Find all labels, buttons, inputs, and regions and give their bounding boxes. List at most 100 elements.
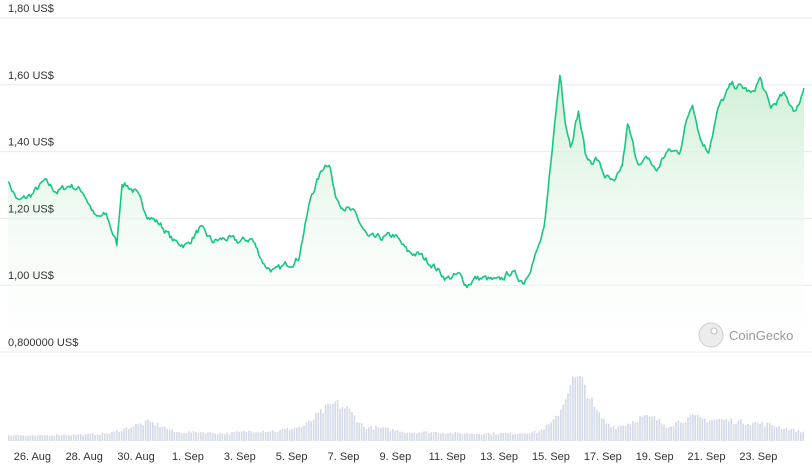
y-tick-label: 1,00 US$: [8, 270, 54, 282]
volume-bar: [341, 406, 344, 441]
volume-bar: [634, 422, 636, 441]
volume-bar: [502, 433, 504, 441]
volume-bar: [168, 429, 171, 441]
volume-bar: [533, 431, 536, 441]
volume-bar: [377, 427, 380, 441]
volume-bar: [548, 424, 550, 441]
volume-bar: [298, 426, 300, 441]
volume-bar: [682, 423, 684, 441]
volume-bar: [332, 404, 334, 441]
volume-bar: [701, 418, 704, 441]
volume-bar: [624, 425, 627, 441]
volume-bar: [334, 401, 336, 441]
volume-bar: [788, 430, 790, 441]
volume-bar: [89, 433, 92, 441]
volume-bar: [125, 427, 128, 441]
volume-bar: [519, 433, 521, 441]
volume-bar: [531, 432, 533, 441]
volume-bar: [716, 419, 718, 441]
volume-bar: [39, 434, 41, 441]
volume-bar: [528, 433, 531, 441]
volume-bar: [576, 376, 579, 441]
volume-bar: [267, 431, 269, 441]
volume-bar: [339, 408, 341, 441]
price-series-line: [7, 74, 805, 289]
gecko-logo-icon: [698, 322, 724, 348]
volume-bar: [562, 404, 564, 441]
volume-bar: [420, 432, 423, 441]
volume-bar: [780, 428, 783, 441]
volume-bar: [84, 434, 87, 441]
volume-bar: [754, 422, 756, 441]
volume-bar: [264, 432, 267, 441]
volume-bar: [142, 425, 144, 441]
volume-bar: [622, 425, 624, 441]
volume-bar: [315, 413, 317, 441]
volume-bar: [346, 406, 348, 441]
volume-bar: [442, 432, 444, 441]
x-tick-label: 26. Aug: [14, 451, 51, 463]
volume-bar: [706, 422, 708, 441]
volume-bar: [591, 397, 593, 441]
volume-bar: [147, 419, 149, 441]
volume-bar: [120, 431, 123, 441]
volume-bar: [552, 419, 555, 441]
volume-bar: [200, 432, 202, 441]
volume-bar: [432, 432, 435, 441]
y-axis-labels: 1,80 US$ 1,60 US$ 1,40 US$ 1,20 US$ 1,00 US$…: [8, 3, 78, 349]
volume-bar: [800, 432, 802, 441]
volume-bar: [22, 435, 24, 441]
volume-bar: [372, 429, 375, 441]
x-tick-label: 19. Sep: [636, 451, 674, 463]
volume-bar: [744, 424, 747, 441]
volume-bar: [82, 435, 84, 441]
volume-bar: [140, 423, 142, 441]
volume-bar: [579, 375, 581, 441]
volume-bar: [336, 399, 339, 441]
volume-bar: [440, 433, 442, 441]
volume-bar: [456, 432, 459, 441]
volume-bar: [603, 419, 605, 441]
volume-bar: [149, 421, 152, 441]
volume-bar: [101, 432, 104, 441]
volume-bar: [732, 423, 735, 441]
volume-bar: [512, 434, 514, 441]
volume-bar: [320, 409, 322, 441]
volume-bar: [660, 423, 663, 441]
volume-bar: [356, 422, 358, 441]
volume-bar: [639, 415, 641, 441]
volume-bar: [176, 432, 178, 441]
volume-bar: [521, 433, 524, 441]
volume-bar: [483, 434, 485, 441]
volume-bar: [12, 435, 15, 441]
volume-bar: [596, 409, 598, 441]
price-area-fill: [8, 75, 804, 353]
volume-bar: [447, 433, 449, 441]
volume-bar: [161, 426, 164, 441]
volume-bar: [478, 434, 480, 441]
volume-bar: [312, 419, 315, 441]
volume-bar: [545, 424, 548, 441]
volume-bar: [46, 435, 48, 441]
volume-bar: [257, 432, 260, 441]
x-tick-label: 17. Sep: [584, 451, 622, 463]
volume-bar: [461, 434, 464, 441]
volume-bar: [725, 418, 728, 441]
volume-bar: [183, 433, 185, 441]
volume-bar: [663, 424, 665, 441]
volume-bar: [778, 426, 780, 441]
volume-bar: [401, 431, 404, 441]
volume-bar: [281, 429, 284, 441]
volume-bar: [646, 415, 648, 441]
volume-bar: [104, 433, 106, 441]
volume-bar: [396, 430, 399, 441]
volume-bar: [156, 422, 159, 441]
volume-bar: [428, 433, 430, 441]
watermark-text: CoinGecko: [729, 328, 793, 343]
volume-bar: [159, 427, 161, 441]
volume-bar: [238, 431, 240, 441]
volume-bar: [262, 430, 264, 441]
volume-bar: [435, 431, 437, 441]
volume-bar: [689, 414, 692, 441]
